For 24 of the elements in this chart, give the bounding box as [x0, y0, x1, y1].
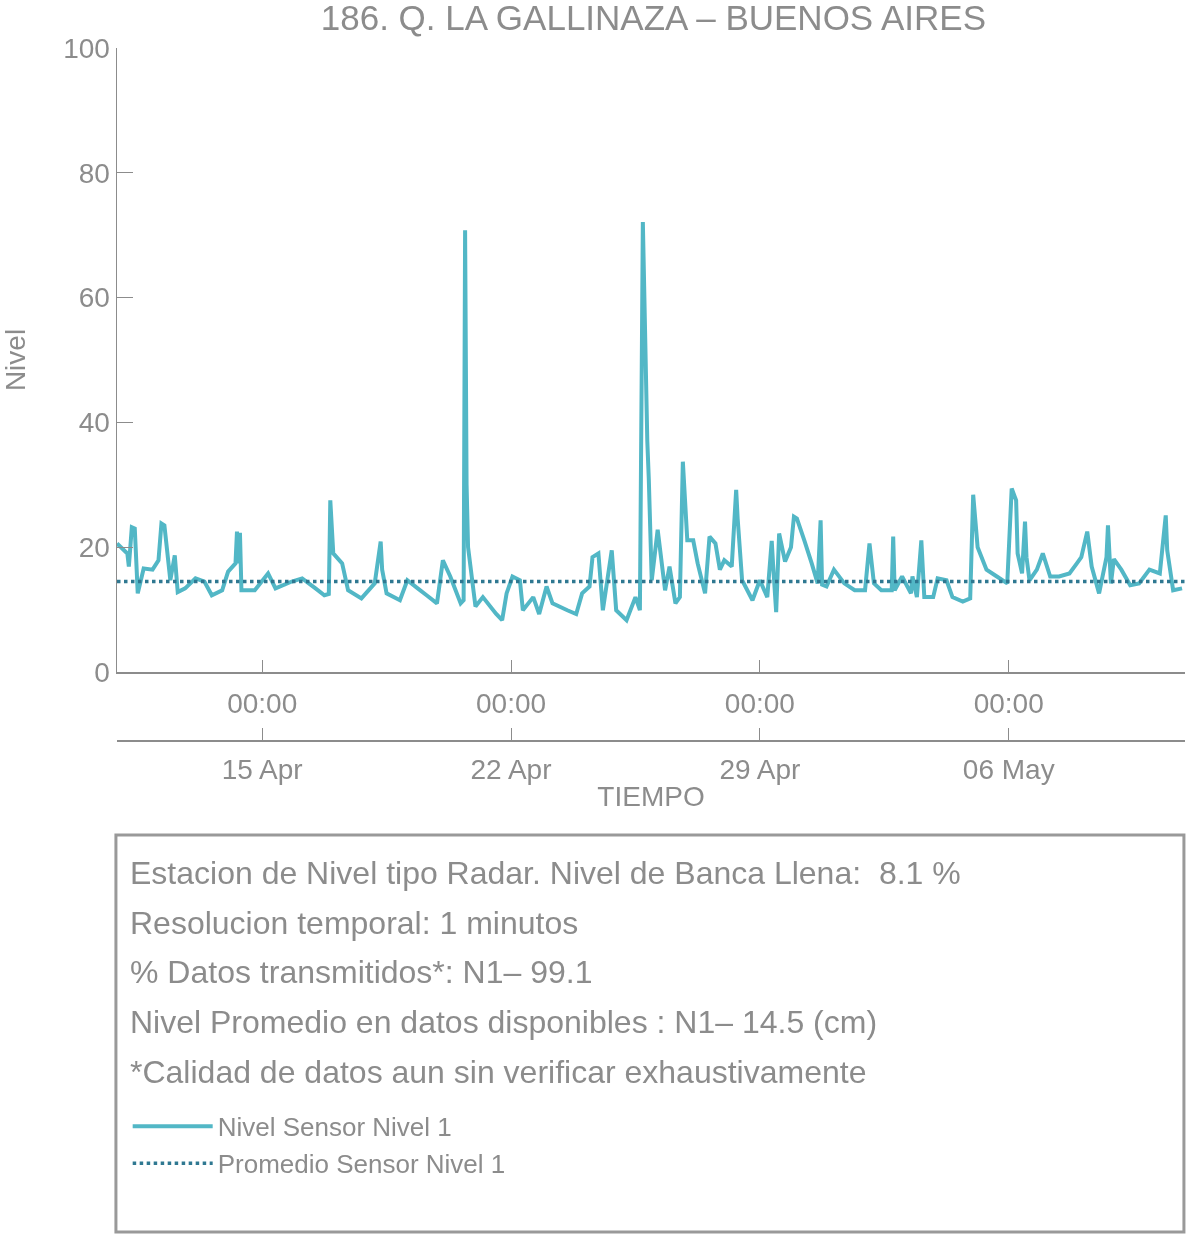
x-tick-label: 00:00 — [227, 688, 298, 720]
text: Resolucion temporal: 1 minutos — [130, 905, 579, 941]
x-axis-title: TIEMPO — [597, 780, 705, 812]
y-tick-label: 80 — [78, 157, 110, 189]
text: *Calidad de datos aun sin verificar exhaustivamente — [130, 1054, 867, 1090]
legend-label: Nivel Sensor Nivel 1 — [217, 1112, 452, 1143]
text: % Datos transmitidos*: N1– 99.1 — [130, 954, 593, 990]
y-axis-title: Nivel — [0, 328, 31, 392]
x2-tick-label: 29 Apr — [719, 754, 801, 786]
x-tick-label: 00:00 — [973, 688, 1044, 720]
x-tick-label: 00:00 — [475, 688, 547, 720]
x2-tick-label: 22 Apr — [470, 754, 552, 786]
chart-title: 186. Q. LA GALLINAZA – BUENOS AIRES — [320, 0, 987, 38]
legend-label: Promedio Sensor Nivel 1 — [217, 1149, 506, 1180]
y-tick-label: 20 — [78, 532, 110, 563]
y-tick-label: 100 — [63, 32, 110, 64]
text: Estacion de Nivel tipo Radar. Nivel de Banca Llena: 8.1 % — [130, 855, 961, 891]
y-tick-label: 40 — [78, 407, 110, 439]
x2-tick-label: 06 May — [962, 754, 1055, 786]
x2-tick-label: 15 Apr — [221, 754, 303, 786]
text: Nivel Promedio en datos disponibles : N1– 14.5 (cm) — [130, 1004, 878, 1040]
x-tick-label: 00:00 — [724, 688, 795, 720]
y-tick-label: 60 — [78, 282, 110, 314]
y-tick-label: 0 — [94, 656, 110, 688]
